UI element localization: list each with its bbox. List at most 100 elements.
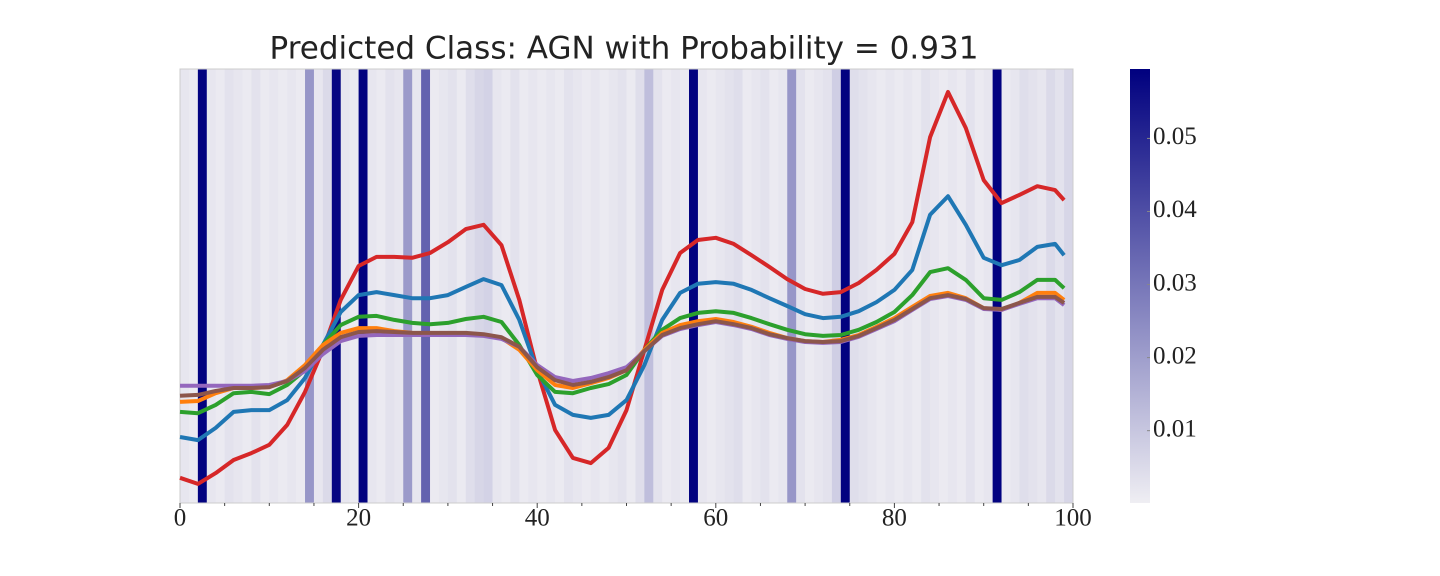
heat-cell — [760, 69, 770, 503]
heat-cell — [492, 69, 502, 503]
heat-cell — [242, 69, 252, 503]
heat-cell — [671, 69, 681, 503]
heat-cell — [438, 69, 449, 503]
heat-cell — [1010, 69, 1020, 503]
heat-cell — [358, 69, 368, 503]
heat-cell — [278, 69, 288, 503]
heat-cell — [331, 69, 342, 503]
heat-cell — [447, 69, 458, 503]
heat-cell — [644, 69, 654, 503]
heat-cell — [581, 69, 592, 503]
colorbar-tick-label: 0.05 — [1153, 123, 1197, 150]
series-line — [179, 266, 1066, 416]
heat-cell — [1064, 69, 1074, 503]
heat-cell — [939, 69, 949, 503]
heat-cell — [840, 69, 851, 503]
heat-cell — [590, 69, 601, 503]
heat-cell — [858, 69, 868, 503]
heat-cell — [617, 69, 627, 503]
heat-cell — [1037, 69, 1047, 503]
colorbar-tick-label: 0.04 — [1153, 196, 1197, 223]
heat-cell — [340, 69, 350, 503]
heat-cell — [403, 69, 413, 503]
heat-cell — [287, 69, 297, 503]
heat-cell — [313, 69, 324, 503]
series-line — [179, 194, 1066, 443]
heat-cell — [474, 69, 484, 503]
heat-cell — [822, 69, 833, 503]
heat-cell — [1019, 69, 1029, 503]
heat-cell — [305, 69, 315, 503]
heat-cell — [974, 69, 984, 503]
heat-cell — [626, 69, 636, 503]
heat-cell — [233, 69, 243, 503]
heat-cell — [555, 69, 565, 503]
x-tick-label: 80 — [882, 505, 907, 532]
heat-cell — [528, 69, 538, 503]
heat-cell — [921, 69, 931, 503]
chart-title: Predicted Class: AGN with Probability = … — [270, 31, 979, 67]
heat-cell — [456, 69, 467, 503]
heat-cell — [519, 69, 529, 503]
heat-cell — [537, 69, 547, 503]
heat-cell — [947, 69, 958, 503]
heat-cell — [296, 69, 306, 503]
heat-cell — [992, 69, 1002, 503]
heat-cell — [394, 69, 404, 503]
x-tick-label: 20 — [346, 505, 371, 532]
heat-cell — [769, 69, 779, 503]
heat-cell — [680, 69, 690, 503]
x-tick-label: 0 — [174, 505, 187, 532]
heat-cell — [180, 69, 190, 503]
heat-cell — [599, 69, 609, 503]
heat-cell — [742, 69, 752, 503]
heat-cell — [421, 69, 431, 503]
heat-cell — [608, 69, 618, 503]
heat-cell — [1028, 69, 1038, 503]
heat-cell — [751, 69, 761, 503]
heat-cell — [546, 69, 556, 503]
x-tick-label: 60 — [703, 505, 728, 532]
colorbar — [1130, 69, 1150, 503]
heat-cell — [385, 69, 395, 503]
heat-cell — [367, 69, 377, 503]
heat-cell — [376, 69, 386, 503]
heat-cell — [805, 69, 815, 503]
heat-cell — [1001, 69, 1011, 503]
heat-cell — [787, 69, 797, 503]
heat-cell — [412, 69, 422, 503]
heat-cell — [814, 69, 824, 503]
heat-cell — [983, 69, 993, 503]
heat-cell — [224, 69, 234, 503]
heat-cell — [251, 69, 261, 503]
heat-cell — [778, 69, 788, 503]
heat-cell — [483, 69, 493, 503]
heat-cell — [563, 69, 574, 503]
heat-cell — [697, 69, 708, 503]
colorbar-tick-label: 0.03 — [1153, 269, 1197, 296]
heat-cell — [867, 69, 877, 503]
x-tick-label: 40 — [525, 505, 550, 532]
heat-cell — [269, 69, 279, 503]
heat-cell — [349, 69, 359, 503]
heat-cell — [831, 69, 842, 503]
heat-cell — [724, 69, 734, 503]
heat-cell — [215, 69, 225, 503]
heat-cell — [188, 69, 199, 503]
heat-cell — [1046, 69, 1056, 503]
heat-cell — [197, 69, 208, 503]
heat-cell — [572, 69, 583, 503]
heat-cell — [876, 69, 886, 503]
heat-cell — [706, 69, 717, 503]
heat-cell — [715, 69, 726, 503]
heat-cell — [260, 69, 270, 503]
heat-cell — [206, 69, 217, 503]
heat-cell — [885, 69, 895, 503]
colorbar-tick-label: 0.02 — [1153, 342, 1197, 369]
heat-cell — [430, 69, 440, 503]
heat-cell — [501, 69, 511, 503]
colorbar-tick-label: 0.01 — [1153, 415, 1197, 442]
x-tick-label: 100 — [1054, 505, 1092, 532]
heat-cell — [930, 69, 940, 503]
